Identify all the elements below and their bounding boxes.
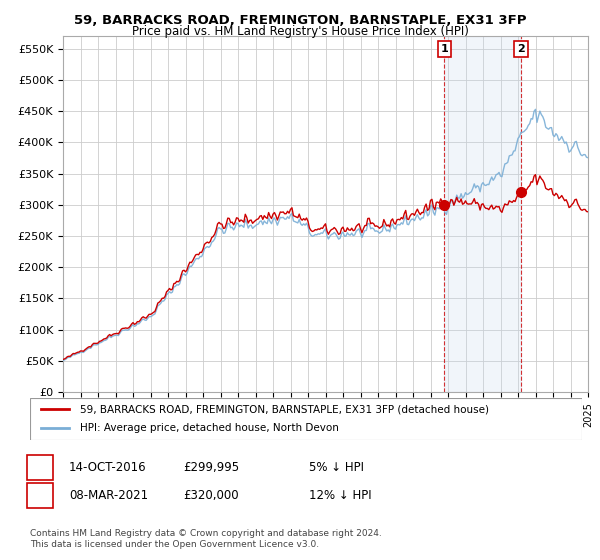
Text: 2: 2 [517, 44, 525, 54]
FancyBboxPatch shape [30, 398, 582, 440]
Bar [445, 36, 521, 392]
Text: 59, BARRACKS ROAD, FREMINGTON, BARNSTAPLE, EX31 3FP (detached house): 59, BARRACKS ROAD, FREMINGTON, BARNSTAPL… [80, 404, 488, 414]
Text: £320,000: £320,000 [183, 489, 239, 502]
Text: 2: 2 [36, 489, 44, 502]
Text: 08-MAR-2021: 08-MAR-2021 [69, 489, 148, 502]
Text: HPI: Average price, detached house, North Devon: HPI: Average price, detached house, Nort… [80, 423, 338, 433]
Text: £299,995: £299,995 [183, 461, 239, 474]
Text: 59, BARRACKS ROAD, FREMINGTON, BARNSTAPLE, EX31 3FP: 59, BARRACKS ROAD, FREMINGTON, BARNSTAPL… [74, 14, 526, 27]
Text: 1: 1 [440, 44, 448, 54]
Text: 14-OCT-2016: 14-OCT-2016 [69, 461, 146, 474]
Text: Contains HM Land Registry data © Crown copyright and database right 2024.
This d: Contains HM Land Registry data © Crown c… [30, 529, 382, 549]
Text: 5% ↓ HPI: 5% ↓ HPI [309, 461, 364, 474]
Text: Price paid vs. HM Land Registry's House Price Index (HPI): Price paid vs. HM Land Registry's House … [131, 25, 469, 38]
Text: 12% ↓ HPI: 12% ↓ HPI [309, 489, 371, 502]
Text: 1: 1 [36, 461, 44, 474]
